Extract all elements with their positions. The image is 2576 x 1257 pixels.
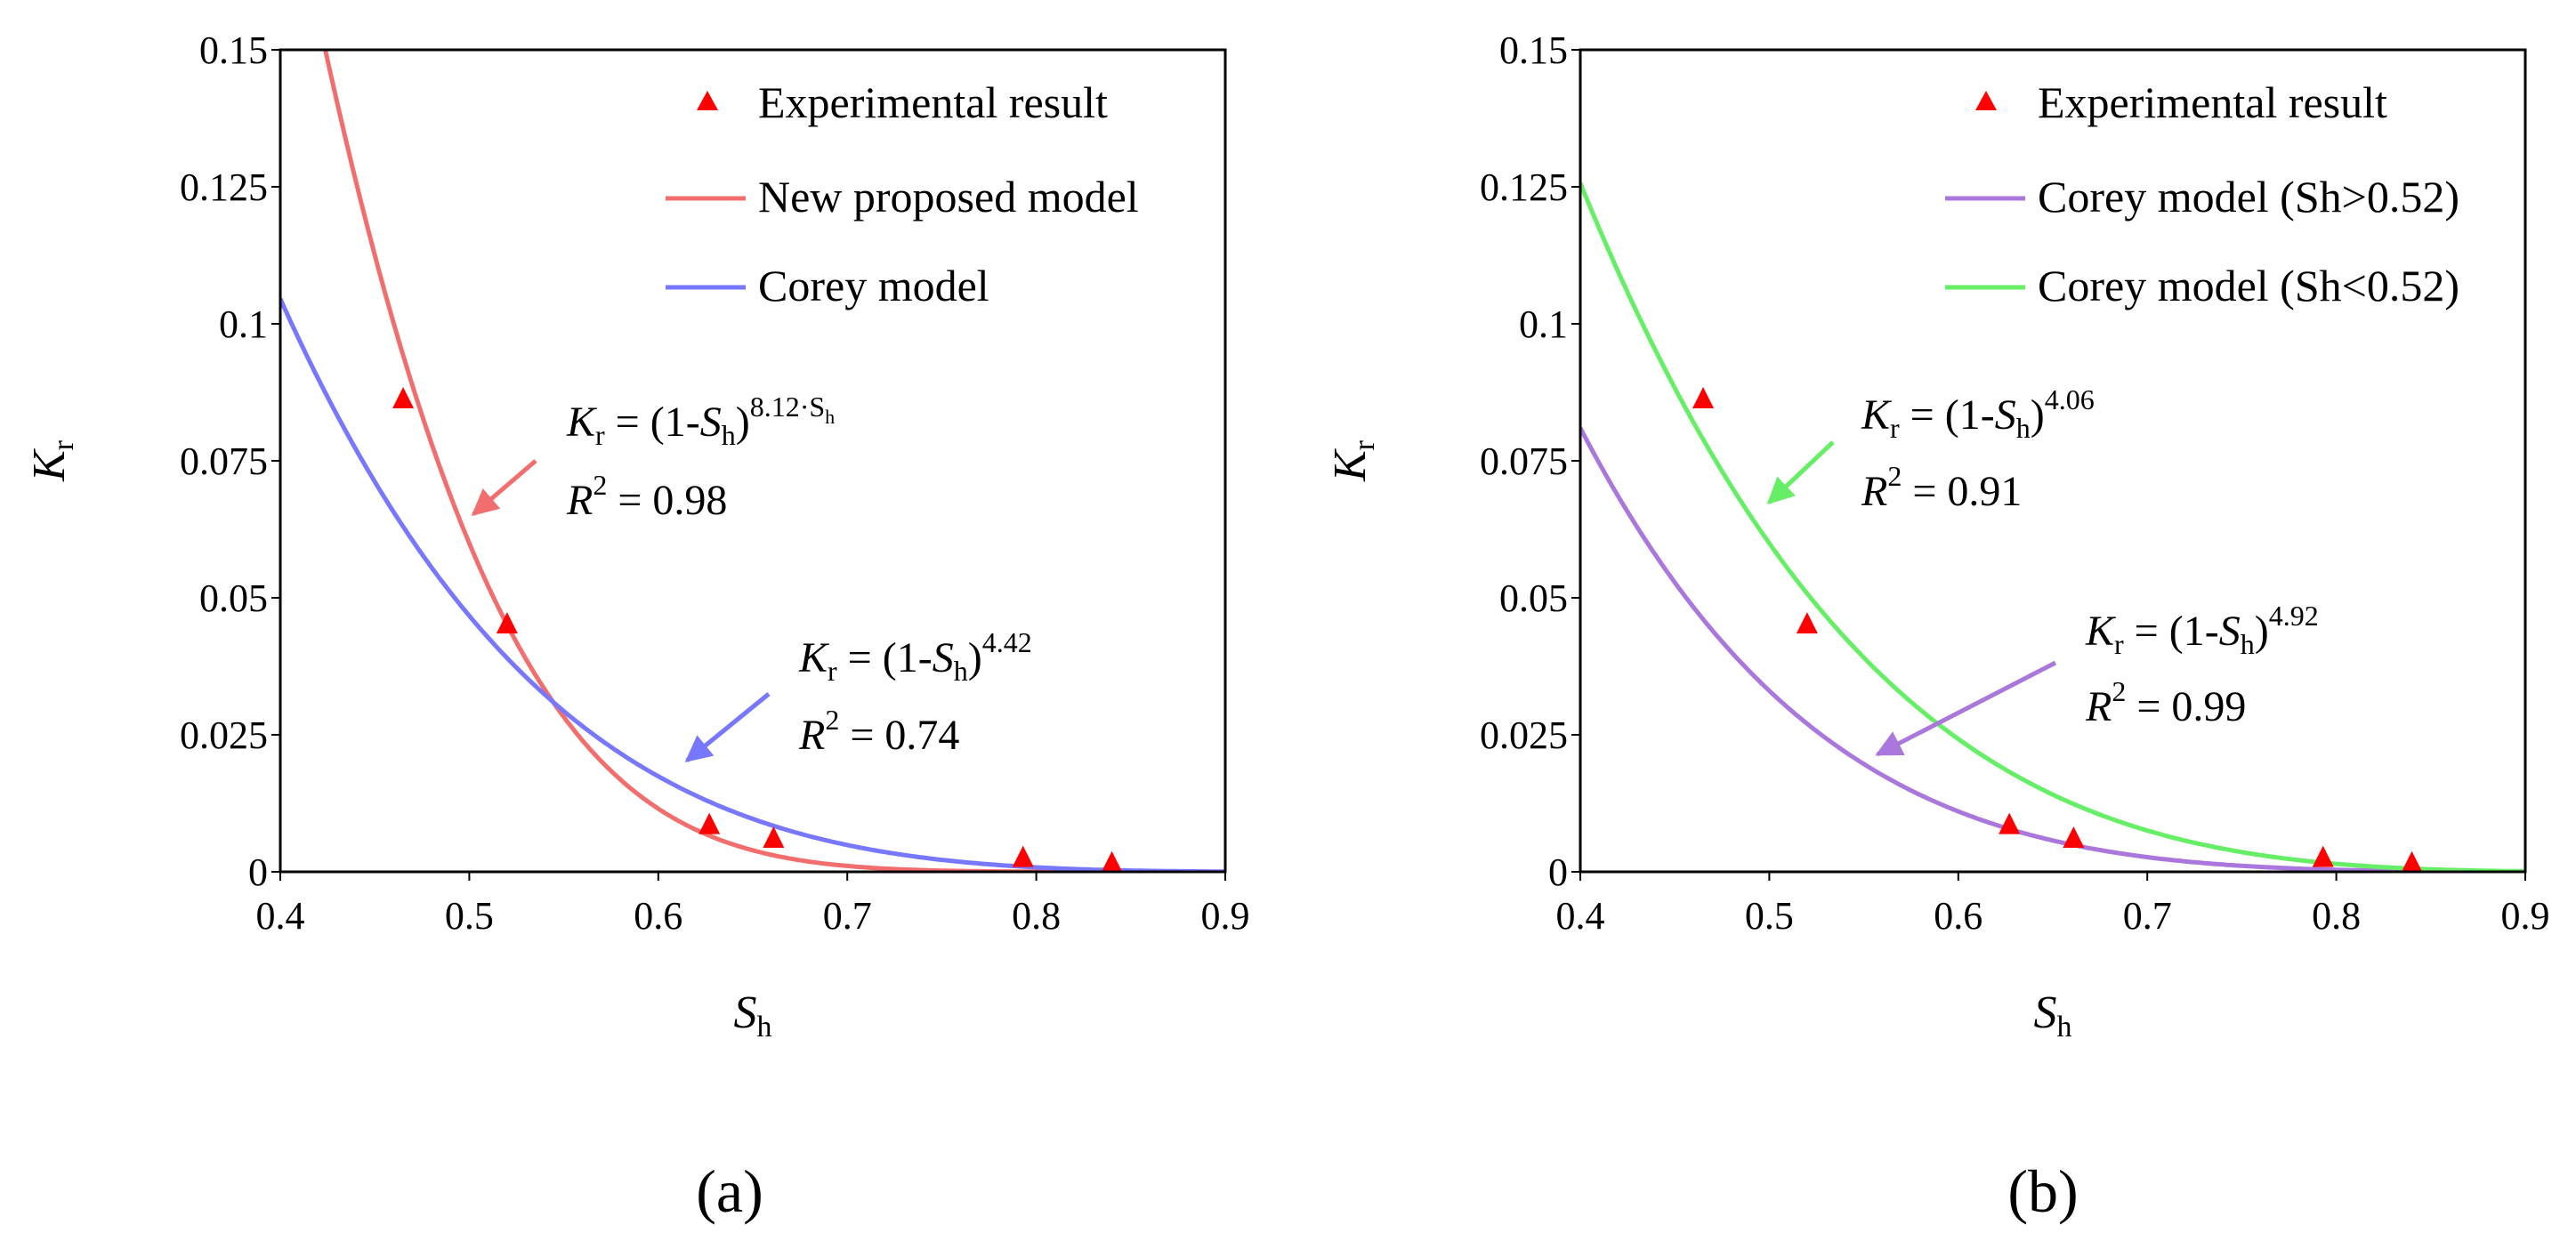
panel-a-y-axis-title: Kr bbox=[24, 439, 80, 482]
panel-b: 0.4 0.5 0.6 0.7 0.8 0.9 0 0.025 0.05 0.075 0.1 0.12… bbox=[1325, 28, 2550, 1225]
panel-a-y-tick-label: 0.1 bbox=[219, 302, 268, 346]
panel-a-y-tick-label: 0.05 bbox=[199, 576, 268, 620]
panel-a-legend-label-new-model: New proposed model bbox=[758, 172, 1139, 222]
panel-b-x-tick-label: 0.8 bbox=[2312, 894, 2361, 938]
panel-a-y-tick-label: 0.15 bbox=[199, 28, 268, 72]
panel-b-y-tick-label: 0 bbox=[1548, 850, 1568, 894]
panel-a-curves bbox=[280, 50, 1225, 872]
panel-a-x-tick-label: 0.6 bbox=[634, 894, 682, 938]
panel-b-series-line-1 bbox=[1580, 426, 2525, 872]
panel-b-annotation-equation: Kr = (1-Sh)4.92 bbox=[2085, 600, 2319, 660]
panel-a-legend-label-corey: Corey model bbox=[758, 261, 989, 310]
panel-b-series-line-2 bbox=[1580, 181, 2525, 872]
panel-b-y-tick-label: 0.05 bbox=[1499, 576, 1568, 620]
panel-a-annotation-r2: R2 = 0.74 bbox=[798, 704, 959, 759]
panel-b-points bbox=[1692, 387, 2423, 873]
panel-b-y-axis-title: Kr bbox=[1325, 439, 1381, 482]
panel-a-legend: Experimental result New proposed model C… bbox=[666, 77, 1139, 310]
panel-b-ticks: 0.4 0.5 0.6 0.7 0.8 0.9 0 0.025 0.05 0.075 0.1 0.12… bbox=[1480, 28, 2550, 938]
panel-a: 0.4 0.5 0.6 0.7 0.8 0.9 0 0.025 0.05 0.075 0.1 0.12… bbox=[24, 28, 1250, 1225]
panel-b-data-point bbox=[1796, 612, 1818, 634]
panel-a-data-point bbox=[699, 812, 721, 834]
panel-a-y-tick-label: 0.125 bbox=[180, 165, 268, 209]
panel-b-annotation-arrow-corey-high bbox=[1875, 660, 2057, 757]
panel-a-label: (a) bbox=[696, 1157, 763, 1225]
panel-a-points bbox=[392, 387, 1123, 873]
panel-b-y-tick-label: 0.15 bbox=[1499, 28, 1568, 72]
panel-b-y-tick-label: 0.025 bbox=[1480, 713, 1568, 757]
panel-b-legend-label-corey-high: Corey model (Sh>0.52) bbox=[2038, 172, 2459, 222]
panel-a-y-tick-label: 0 bbox=[248, 850, 268, 894]
panel-b-label: (b) bbox=[2007, 1157, 2078, 1225]
panel-b-annotation-arrow-corey-low bbox=[1766, 440, 1835, 505]
panel-a-data-point bbox=[496, 612, 518, 634]
panel-a-data-point bbox=[1101, 850, 1123, 873]
panel-a-x-axis-title: Sh bbox=[734, 987, 772, 1043]
panel-b-y-tick-label: 0.125 bbox=[1480, 165, 1568, 209]
panel-a-legend-marker-triangle bbox=[697, 91, 718, 110]
panel-b-y-tick-label: 0.1 bbox=[1519, 302, 1568, 346]
panel-b-annotation-equation: Kr = (1-Sh)4.06 bbox=[1861, 383, 2095, 444]
panel-b-data-point bbox=[1692, 387, 1715, 409]
panel-a-x-tick-label: 0.7 bbox=[823, 894, 872, 938]
panel-a-annotation-corey: Kr = (1-Sh)4.42 R2 = 0.74 bbox=[684, 626, 1032, 762]
panel-b-legend-label-corey-low: Corey model (Sh<0.52) bbox=[2038, 261, 2459, 310]
panel-a-x-tick-label: 0.5 bbox=[445, 894, 494, 938]
panel-a-data-point bbox=[392, 387, 415, 409]
panel-b-x-tick-label: 0.9 bbox=[2501, 894, 2550, 938]
panel-a-series-line-1 bbox=[322, 50, 1225, 872]
panel-b-annotation-r2: R2 = 0.99 bbox=[2085, 675, 2246, 730]
panel-a-data-point bbox=[1012, 845, 1034, 867]
panel-b-x-tick-label: 0.4 bbox=[1556, 894, 1605, 938]
panel-b-plot-frame bbox=[1579, 48, 2527, 874]
panel-a-data-point bbox=[763, 826, 785, 849]
panel-b-data-point bbox=[2401, 850, 2423, 873]
panel-b-data-point bbox=[2063, 826, 2085, 849]
panel-a-annotation-arrow-corey bbox=[684, 692, 771, 762]
panel-a-plot-frame bbox=[279, 48, 1227, 874]
panel-b-y-tick-label: 0.075 bbox=[1480, 439, 1568, 483]
panel-b-legend-marker-triangle bbox=[1975, 91, 1997, 110]
panel-a-ticks: 0.4 0.5 0.6 0.7 0.8 0.9 0 0.025 0.05 0.075 0.1 0.12… bbox=[180, 28, 1250, 938]
panel-a-x-tick-label: 0.4 bbox=[256, 894, 305, 938]
panel-b-data-point bbox=[2312, 845, 2334, 867]
panel-a-annotation-r2: R2 = 0.98 bbox=[566, 469, 727, 524]
panel-a-series-line-2 bbox=[280, 297, 1225, 872]
panel-a-annotation-equation: Kr = (1-Sh)4.42 bbox=[798, 626, 1032, 687]
panel-a-annotation-equation: Kr = (1-Sh)8.12·Sh bbox=[566, 391, 835, 451]
panel-a-x-tick-label: 0.8 bbox=[1012, 894, 1061, 938]
panel-b-x-tick-label: 0.6 bbox=[1934, 894, 1982, 938]
panel-b-data-point bbox=[1999, 812, 2021, 834]
panel-b-x-axis-title: Sh bbox=[2034, 987, 2072, 1043]
panel-b-annotation-r2: R2 = 0.91 bbox=[1861, 460, 2022, 515]
panel-a-x-tick-label: 0.9 bbox=[1201, 894, 1250, 938]
panel-b-annotation-corey-low: Kr = (1-Sh)4.06 R2 = 0.91 bbox=[1766, 383, 2095, 515]
panel-b-legend-label-experimental: Experimental result bbox=[2038, 77, 2387, 127]
panel-b-x-tick-label: 0.7 bbox=[2123, 894, 2172, 938]
panel-a-annotation-new-model: Kr = (1-Sh)8.12·Sh R2 = 0.98 bbox=[471, 391, 835, 524]
panel-a-y-tick-label: 0.075 bbox=[180, 439, 268, 483]
panel-b-annotation-corey-high: Kr = (1-Sh)4.92 R2 = 0.99 bbox=[1875, 600, 2319, 757]
panel-a-annotation-arrow-new-model bbox=[471, 459, 537, 516]
panel-a-legend-label-experimental: Experimental result bbox=[758, 77, 1108, 127]
panel-a-y-tick-label: 0.025 bbox=[180, 713, 268, 757]
panel-b-x-tick-label: 0.5 bbox=[1745, 894, 1794, 938]
panel-b-legend: Experimental result Corey model (Sh>0.52… bbox=[1945, 77, 2459, 310]
